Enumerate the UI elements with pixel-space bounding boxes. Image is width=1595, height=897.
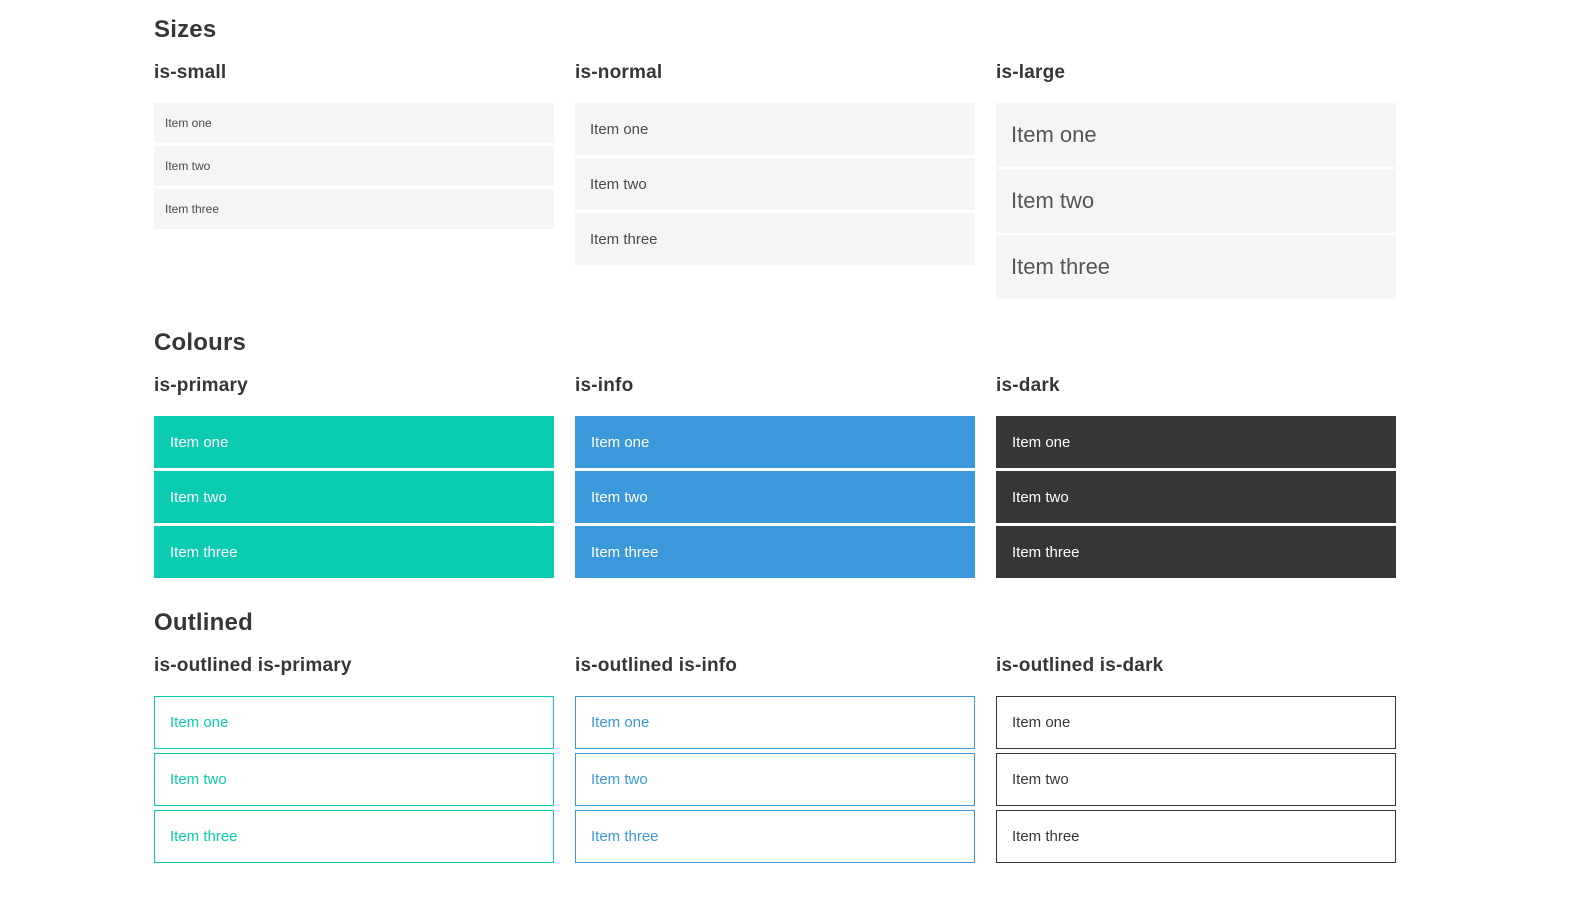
variant-title-is-outlined-is-info: is-outlined is-info <box>575 655 738 676</box>
list-item[interactable]: Item two <box>996 169 1396 233</box>
page-content: Sizes is-small Item one Item two Item th… <box>154 0 1396 867</box>
list-is-large: Item one Item two Item three <box>996 103 1396 299</box>
group-is-normal: is-normal Item one Item two Item three <box>575 61 975 268</box>
list-is-primary: Item one Item two Item three <box>154 416 554 578</box>
group-is-large: is-large Item one Item two Item three <box>996 61 1396 301</box>
outlined-grid: is-outlined is-primary Item one Item two… <box>154 654 1396 867</box>
list-item[interactable]: Item one <box>575 416 975 468</box>
list-item[interactable]: Item three <box>996 235 1396 299</box>
section-sizes: Sizes is-small Item one Item two Item th… <box>154 15 1396 301</box>
section-outlined: Outlined is-outlined is-primary Item one… <box>154 608 1396 867</box>
group-is-dark: is-dark Item one Item two Item three <box>996 374 1396 581</box>
list-is-info: Item one Item two Item three <box>575 416 975 578</box>
list-item[interactable]: Item one <box>996 103 1396 167</box>
group-is-small: is-small Item one Item two Item three <box>154 61 554 232</box>
list-item[interactable]: Item three <box>996 526 1396 578</box>
group-is-outlined-is-info: is-outlined is-info Item one Item two It… <box>575 654 975 867</box>
list-is-outlined-is-primary: Item one Item two Item three <box>154 696 554 863</box>
list-item[interactable]: Item three <box>154 810 554 863</box>
list-item[interactable]: Item three <box>996 810 1396 863</box>
variant-title-is-outlined-is-primary: is-outlined is-primary <box>154 655 352 676</box>
list-item[interactable]: Item two <box>575 753 975 806</box>
list-item[interactable]: Item two <box>154 471 554 523</box>
list-item[interactable]: Item two <box>154 753 554 806</box>
list-item[interactable]: Item two <box>154 146 554 186</box>
list-item[interactable]: Item three <box>575 810 975 863</box>
list-item[interactable]: Item two <box>575 471 975 523</box>
list-is-dark: Item one Item two Item three <box>996 416 1396 578</box>
group-is-primary: is-primary Item one Item two Item three <box>154 374 554 581</box>
list-item[interactable]: Item three <box>575 526 975 578</box>
list-item[interactable]: Item one <box>154 416 554 468</box>
list-is-small: Item one Item two Item three <box>154 103 554 229</box>
variant-title-is-normal: is-normal <box>575 62 663 83</box>
variant-title-is-primary: is-primary <box>154 375 248 396</box>
list-item[interactable]: Item two <box>575 158 975 210</box>
group-is-outlined-is-primary: is-outlined is-primary Item one Item two… <box>154 654 554 867</box>
list-item[interactable]: Item two <box>996 753 1396 806</box>
list-item[interactable]: Item three <box>575 213 975 265</box>
colours-grid: is-primary Item one Item two Item three … <box>154 374 1396 581</box>
group-is-info: is-info Item one Item two Item three <box>575 374 975 581</box>
list-item[interactable]: Item two <box>996 471 1396 523</box>
list-is-outlined-is-dark: Item one Item two Item three <box>996 696 1396 863</box>
list-is-normal: Item one Item two Item three <box>575 103 975 265</box>
list-item[interactable]: Item one <box>575 103 975 155</box>
list-item[interactable]: Item three <box>154 189 554 229</box>
section-title-colours: Colours <box>154 329 247 356</box>
variant-title-is-large: is-large <box>996 62 1066 83</box>
list-item[interactable]: Item one <box>996 696 1396 749</box>
list-item[interactable]: Item one <box>154 696 554 749</box>
variant-title-is-info: is-info <box>575 375 634 396</box>
list-item[interactable]: Item one <box>996 416 1396 468</box>
section-title-outlined: Outlined <box>154 609 253 636</box>
list-item[interactable]: Item one <box>575 696 975 749</box>
variant-title-is-dark: is-dark <box>996 375 1060 396</box>
variant-title-is-outlined-is-dark: is-outlined is-dark <box>996 655 1164 676</box>
section-title-sizes: Sizes <box>154 16 217 43</box>
group-is-outlined-is-dark: is-outlined is-dark Item one Item two It… <box>996 654 1396 867</box>
variant-title-is-small: is-small <box>154 62 227 83</box>
section-colours: Colours is-primary Item one Item two Ite… <box>154 328 1396 581</box>
list-item[interactable]: Item one <box>154 103 554 143</box>
list-item[interactable]: Item three <box>154 526 554 578</box>
sizes-grid: is-small Item one Item two Item three is… <box>154 61 1396 301</box>
list-is-outlined-is-info: Item one Item two Item three <box>575 696 975 863</box>
